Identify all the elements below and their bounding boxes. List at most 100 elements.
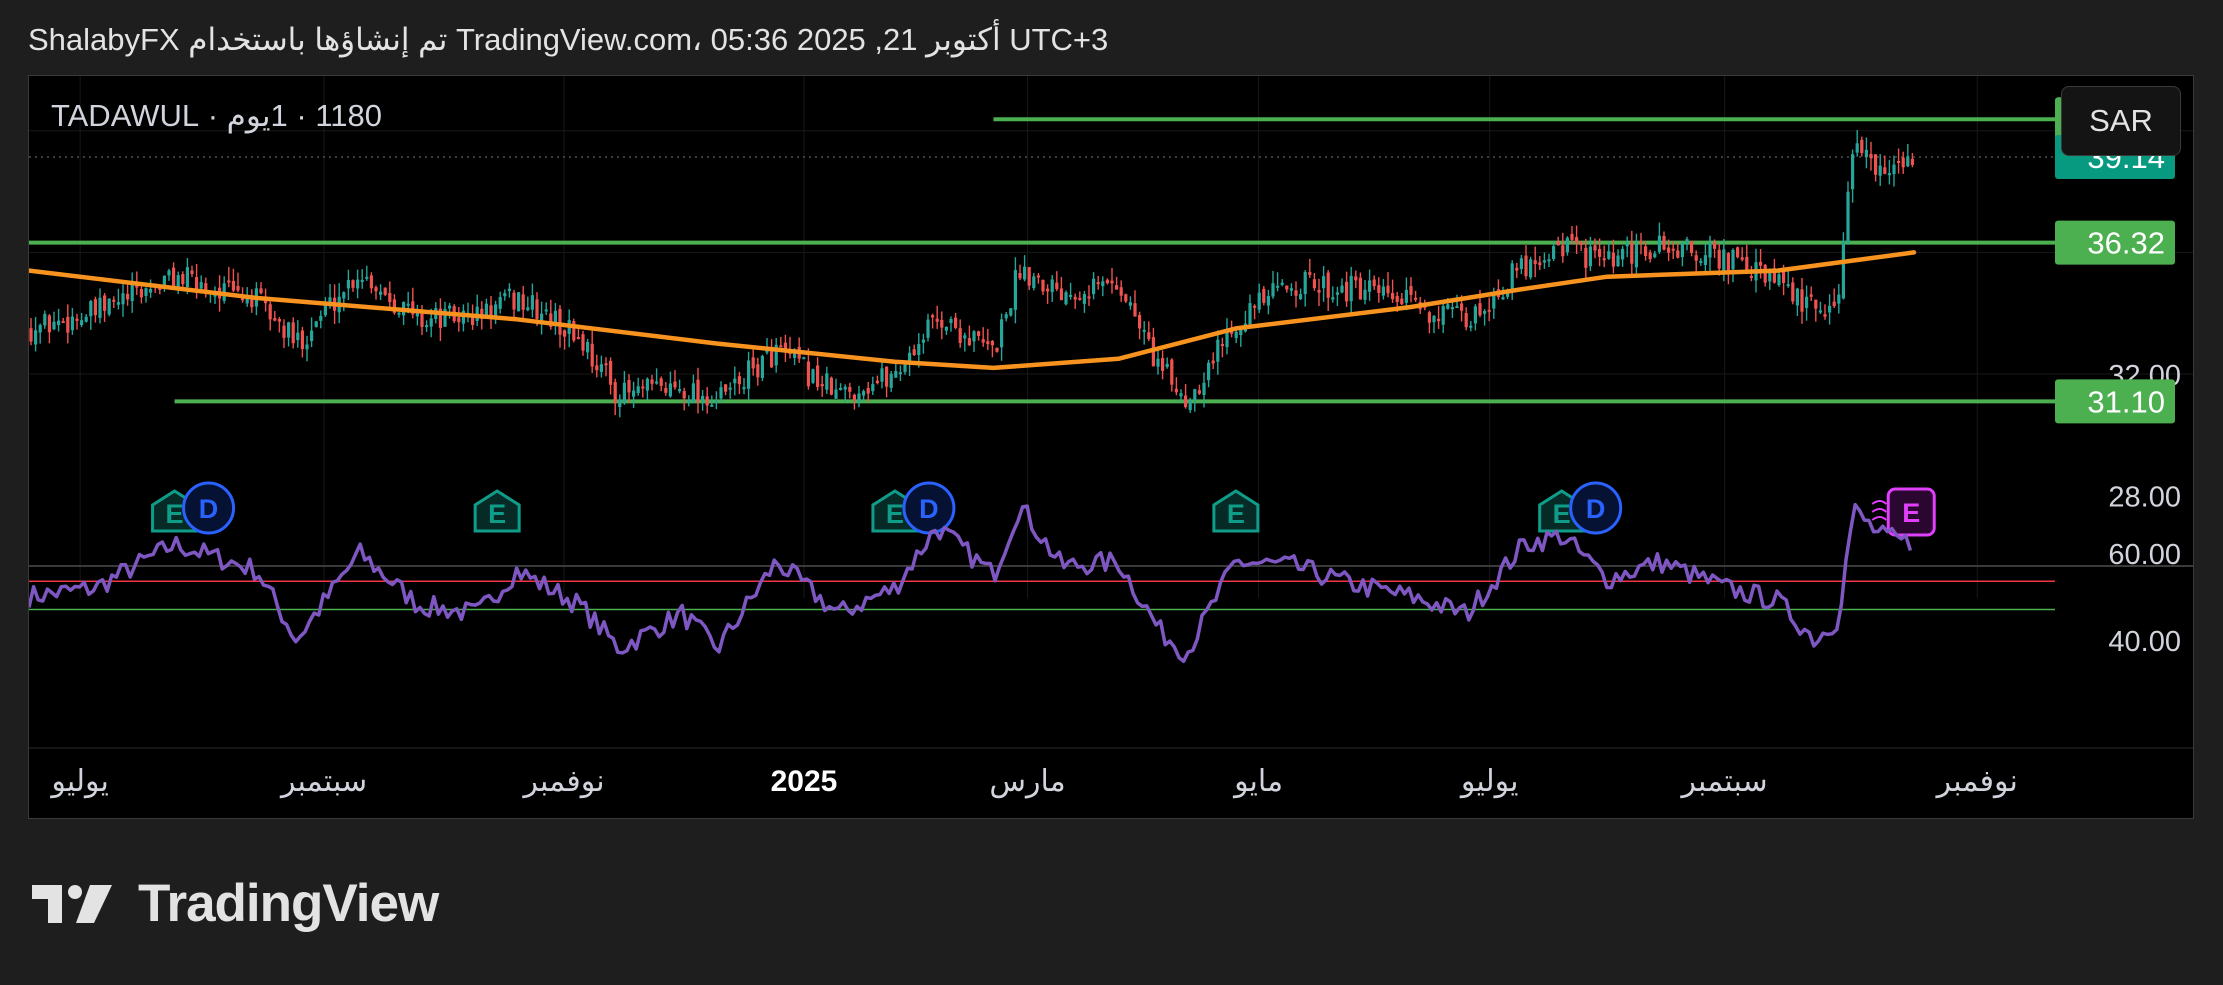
candle (921, 339, 925, 343)
moving-average-line (29, 250, 1917, 371)
price-chart-svg[interactable]: EDEEDEEDE32.0028.0040.3839.1436.3231.106… (29, 76, 2193, 818)
candle (632, 390, 636, 397)
candle (714, 400, 718, 403)
candle (1892, 164, 1896, 175)
price-axis-tick: 28.00 (2108, 482, 2181, 514)
candle (1745, 256, 1749, 272)
candle (586, 341, 590, 353)
candle (397, 312, 401, 315)
candle (1018, 272, 1022, 279)
candle (1699, 260, 1703, 263)
candle (673, 381, 677, 388)
candle (517, 292, 521, 312)
candle (1280, 282, 1284, 285)
candle (1147, 332, 1151, 340)
candle (954, 317, 958, 328)
candle (1690, 240, 1694, 253)
candle (1335, 292, 1339, 295)
candle (1823, 314, 1827, 317)
candle (802, 357, 806, 360)
candle (1800, 289, 1804, 312)
candle (1276, 285, 1280, 288)
candle (1308, 272, 1312, 275)
candle (1588, 246, 1592, 267)
dividend-event-label: D (199, 494, 219, 524)
candle (1078, 297, 1082, 300)
tradingview-logo[interactable]: TradingView (32, 873, 439, 934)
candle (1354, 276, 1358, 281)
candle (774, 344, 778, 366)
price-level-badge-label: 31.10 (2087, 384, 2165, 419)
candle (880, 368, 884, 382)
candle (227, 280, 231, 283)
candle (940, 319, 944, 328)
candle (425, 325, 429, 328)
candle (885, 366, 889, 387)
candle (1515, 267, 1519, 271)
candle (484, 303, 488, 316)
candle (1547, 259, 1551, 262)
candle (415, 312, 419, 317)
candle (848, 386, 852, 392)
candle (75, 318, 79, 321)
candle (995, 347, 999, 352)
candle (760, 355, 764, 378)
candle (1345, 281, 1349, 302)
candle (595, 365, 599, 371)
candle (1510, 263, 1514, 292)
candle (1874, 154, 1878, 175)
candle (811, 369, 815, 383)
candle (300, 330, 304, 350)
candle (1377, 285, 1381, 294)
candle (1271, 283, 1275, 297)
candle (1234, 331, 1238, 339)
candle (314, 321, 318, 328)
candle (1165, 363, 1169, 368)
candle (34, 330, 38, 345)
candle (972, 331, 976, 342)
candle (806, 361, 810, 387)
candle (1055, 282, 1059, 290)
candle (438, 308, 442, 328)
candle (724, 384, 728, 392)
candle (1832, 301, 1836, 307)
candle (461, 310, 465, 324)
candle (1552, 246, 1556, 259)
candle (733, 378, 737, 384)
candle (1138, 315, 1142, 329)
candle (1036, 275, 1040, 278)
chart-panel[interactable]: EDEEDEEDE32.0028.0040.3839.1436.3231.106… (28, 75, 2194, 819)
candle (1883, 167, 1887, 174)
candle (139, 289, 143, 298)
time-axis-tick: يوليو (49, 765, 109, 798)
candle (1542, 260, 1546, 263)
candle (38, 325, 42, 333)
candle (268, 304, 272, 320)
candle (1092, 278, 1096, 295)
candle (576, 337, 580, 340)
candle (1703, 255, 1707, 265)
candle (1556, 241, 1560, 246)
candle (1621, 248, 1625, 260)
candle (701, 395, 705, 401)
candle (1676, 250, 1680, 258)
candle (1671, 248, 1675, 251)
candle (1358, 277, 1362, 300)
currency-button[interactable]: SAR (2061, 86, 2181, 156)
time-axis-tick: يوليو (1459, 765, 1519, 798)
candle (273, 318, 277, 321)
rsi-axis-tick: 60.00 (2108, 539, 2181, 571)
candle (581, 334, 585, 351)
candle (558, 308, 562, 335)
candle (1887, 173, 1891, 176)
candle (1864, 149, 1868, 158)
candle (618, 399, 622, 408)
candle (503, 293, 507, 297)
time-axis-tick: مايو (1232, 765, 1283, 798)
candle (1846, 191, 1850, 243)
candle (903, 364, 907, 373)
candle (967, 338, 971, 346)
candle (866, 387, 870, 394)
candle (1073, 296, 1077, 300)
candle (1119, 287, 1123, 296)
